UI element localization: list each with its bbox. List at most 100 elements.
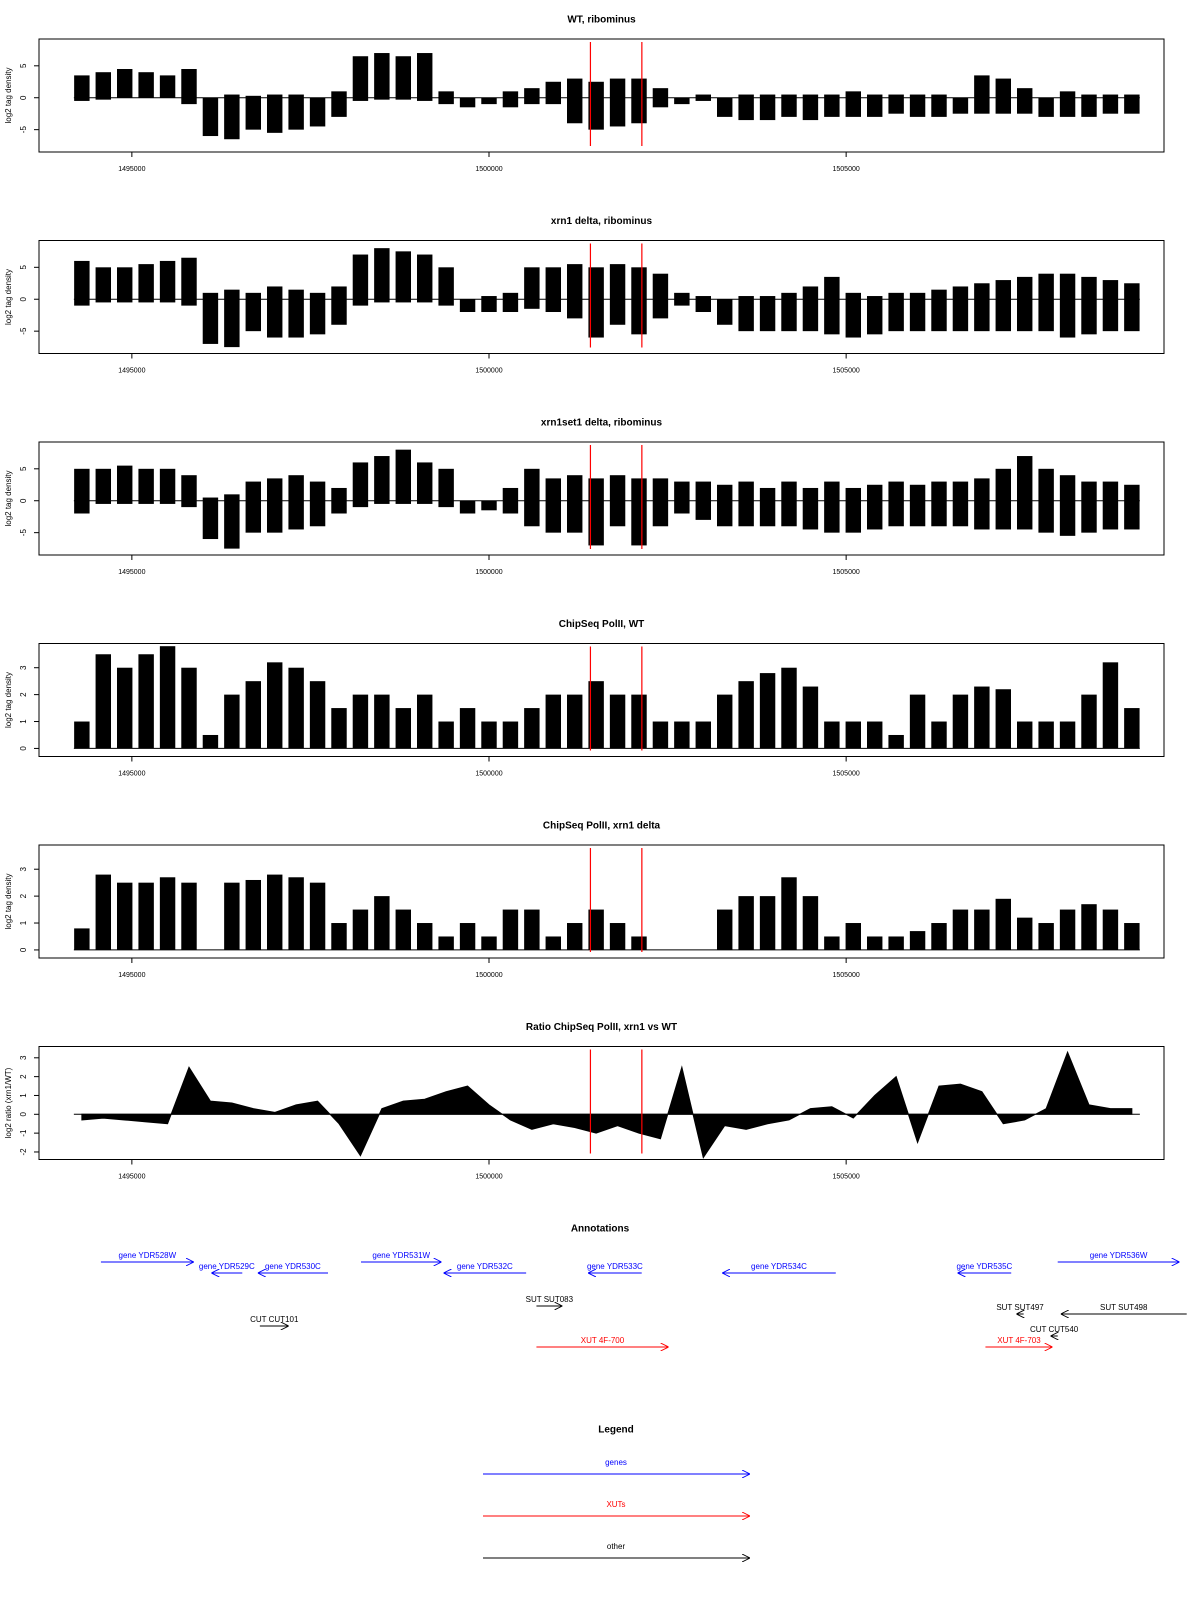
density-bar xyxy=(674,292,690,300)
annotation-label: SUT SUT083 xyxy=(526,1295,574,1304)
density-bar xyxy=(459,500,476,514)
density-bar xyxy=(331,708,347,749)
density-bar xyxy=(952,909,969,950)
legend-label: genes xyxy=(605,1458,627,1467)
density-bar xyxy=(245,681,261,749)
density-bar xyxy=(931,500,947,527)
density-bar xyxy=(224,97,240,140)
density-bar xyxy=(1059,299,1076,338)
plot-frame xyxy=(38,643,1165,757)
density-bar xyxy=(438,97,454,105)
density-bar xyxy=(1038,299,1054,332)
y-axis-label: log2 tag density xyxy=(4,67,13,123)
density-bar xyxy=(952,299,969,332)
y-tick-label: 3 xyxy=(19,665,28,670)
density-bar xyxy=(481,299,497,313)
density-bar xyxy=(138,72,154,98)
density-bar xyxy=(117,667,133,749)
density-bar xyxy=(524,708,540,749)
density-bar xyxy=(674,721,690,749)
density-bar xyxy=(267,94,283,98)
density-bar xyxy=(438,299,454,306)
density-bar xyxy=(502,97,519,108)
density-bar xyxy=(717,484,733,501)
density-bar xyxy=(288,299,304,338)
density-bar xyxy=(1081,500,1097,533)
density-bar xyxy=(888,94,904,98)
density-bar xyxy=(588,81,604,98)
density-bar xyxy=(1059,500,1076,536)
density-bar xyxy=(974,299,990,332)
density-bar xyxy=(159,500,176,504)
y-tick-label: 5 xyxy=(19,265,28,270)
density-bar xyxy=(374,299,390,303)
density-bar xyxy=(717,694,733,749)
density-bar xyxy=(759,487,776,501)
density-bar xyxy=(1017,299,1033,332)
density-bar xyxy=(995,689,1011,749)
density-bar xyxy=(802,686,819,749)
density-bar xyxy=(502,500,519,514)
density-bar xyxy=(974,283,990,300)
density-bar xyxy=(909,292,926,300)
x-tick-label: 1495000 xyxy=(118,1173,145,1180)
y-tick-label: -5 xyxy=(19,327,28,335)
annotation-label: gene YDR533C xyxy=(587,1262,643,1271)
density-bar xyxy=(609,694,626,749)
density-bar xyxy=(545,97,561,105)
density-bar xyxy=(309,500,326,527)
density-bar xyxy=(438,936,454,950)
density-bar xyxy=(567,264,583,300)
x-tick-label: 1495000 xyxy=(118,770,145,777)
density-bar xyxy=(374,53,390,98)
density-bar xyxy=(1059,97,1076,117)
y-tick-label: 2 xyxy=(19,893,28,898)
y-tick-label: 0 xyxy=(19,95,28,100)
density-bar xyxy=(952,97,969,114)
density-bar xyxy=(224,500,240,549)
density-bar xyxy=(1038,500,1054,533)
x-tick-label: 1505000 xyxy=(833,770,860,777)
annotation-label: SUT SUT497 xyxy=(996,1303,1044,1312)
density-bar xyxy=(74,97,90,101)
density-bar xyxy=(288,877,304,950)
density-bar xyxy=(459,97,476,108)
density-bar xyxy=(1081,94,1097,98)
y-tick-label: 0 xyxy=(19,296,28,301)
density-bar xyxy=(417,923,433,950)
density-bar xyxy=(867,721,883,749)
density-bar xyxy=(974,75,990,98)
density-bar xyxy=(845,292,861,300)
density-bar xyxy=(374,456,390,501)
density-bar xyxy=(888,936,904,950)
density-bar xyxy=(331,487,347,501)
density-bar xyxy=(159,468,176,501)
density-bar xyxy=(1102,299,1119,332)
density-bar xyxy=(609,923,626,950)
density-bar xyxy=(867,299,883,335)
density-bar xyxy=(1124,283,1140,300)
density-bar xyxy=(138,654,154,749)
density-bar xyxy=(567,299,583,319)
density-bar xyxy=(481,500,497,511)
density-bar xyxy=(567,500,583,533)
density-bar xyxy=(417,299,433,303)
density-bar xyxy=(888,734,904,749)
density-bar xyxy=(181,667,197,749)
density-bar xyxy=(245,879,261,950)
density-bar xyxy=(695,721,711,749)
density-bar xyxy=(545,267,561,300)
density-bar xyxy=(588,299,604,338)
density-bar xyxy=(245,500,261,533)
x-tick-label: 1500000 xyxy=(475,166,502,173)
x-tick-label: 1500000 xyxy=(475,367,502,374)
density-bar xyxy=(395,708,411,749)
density-bar xyxy=(1038,721,1054,749)
density-bar xyxy=(288,667,304,749)
density-bar xyxy=(395,251,411,300)
density-bar xyxy=(245,95,261,98)
density-bar xyxy=(824,500,840,533)
density-bar xyxy=(1017,97,1033,114)
density-bar xyxy=(245,97,261,130)
density-bar xyxy=(802,299,819,332)
